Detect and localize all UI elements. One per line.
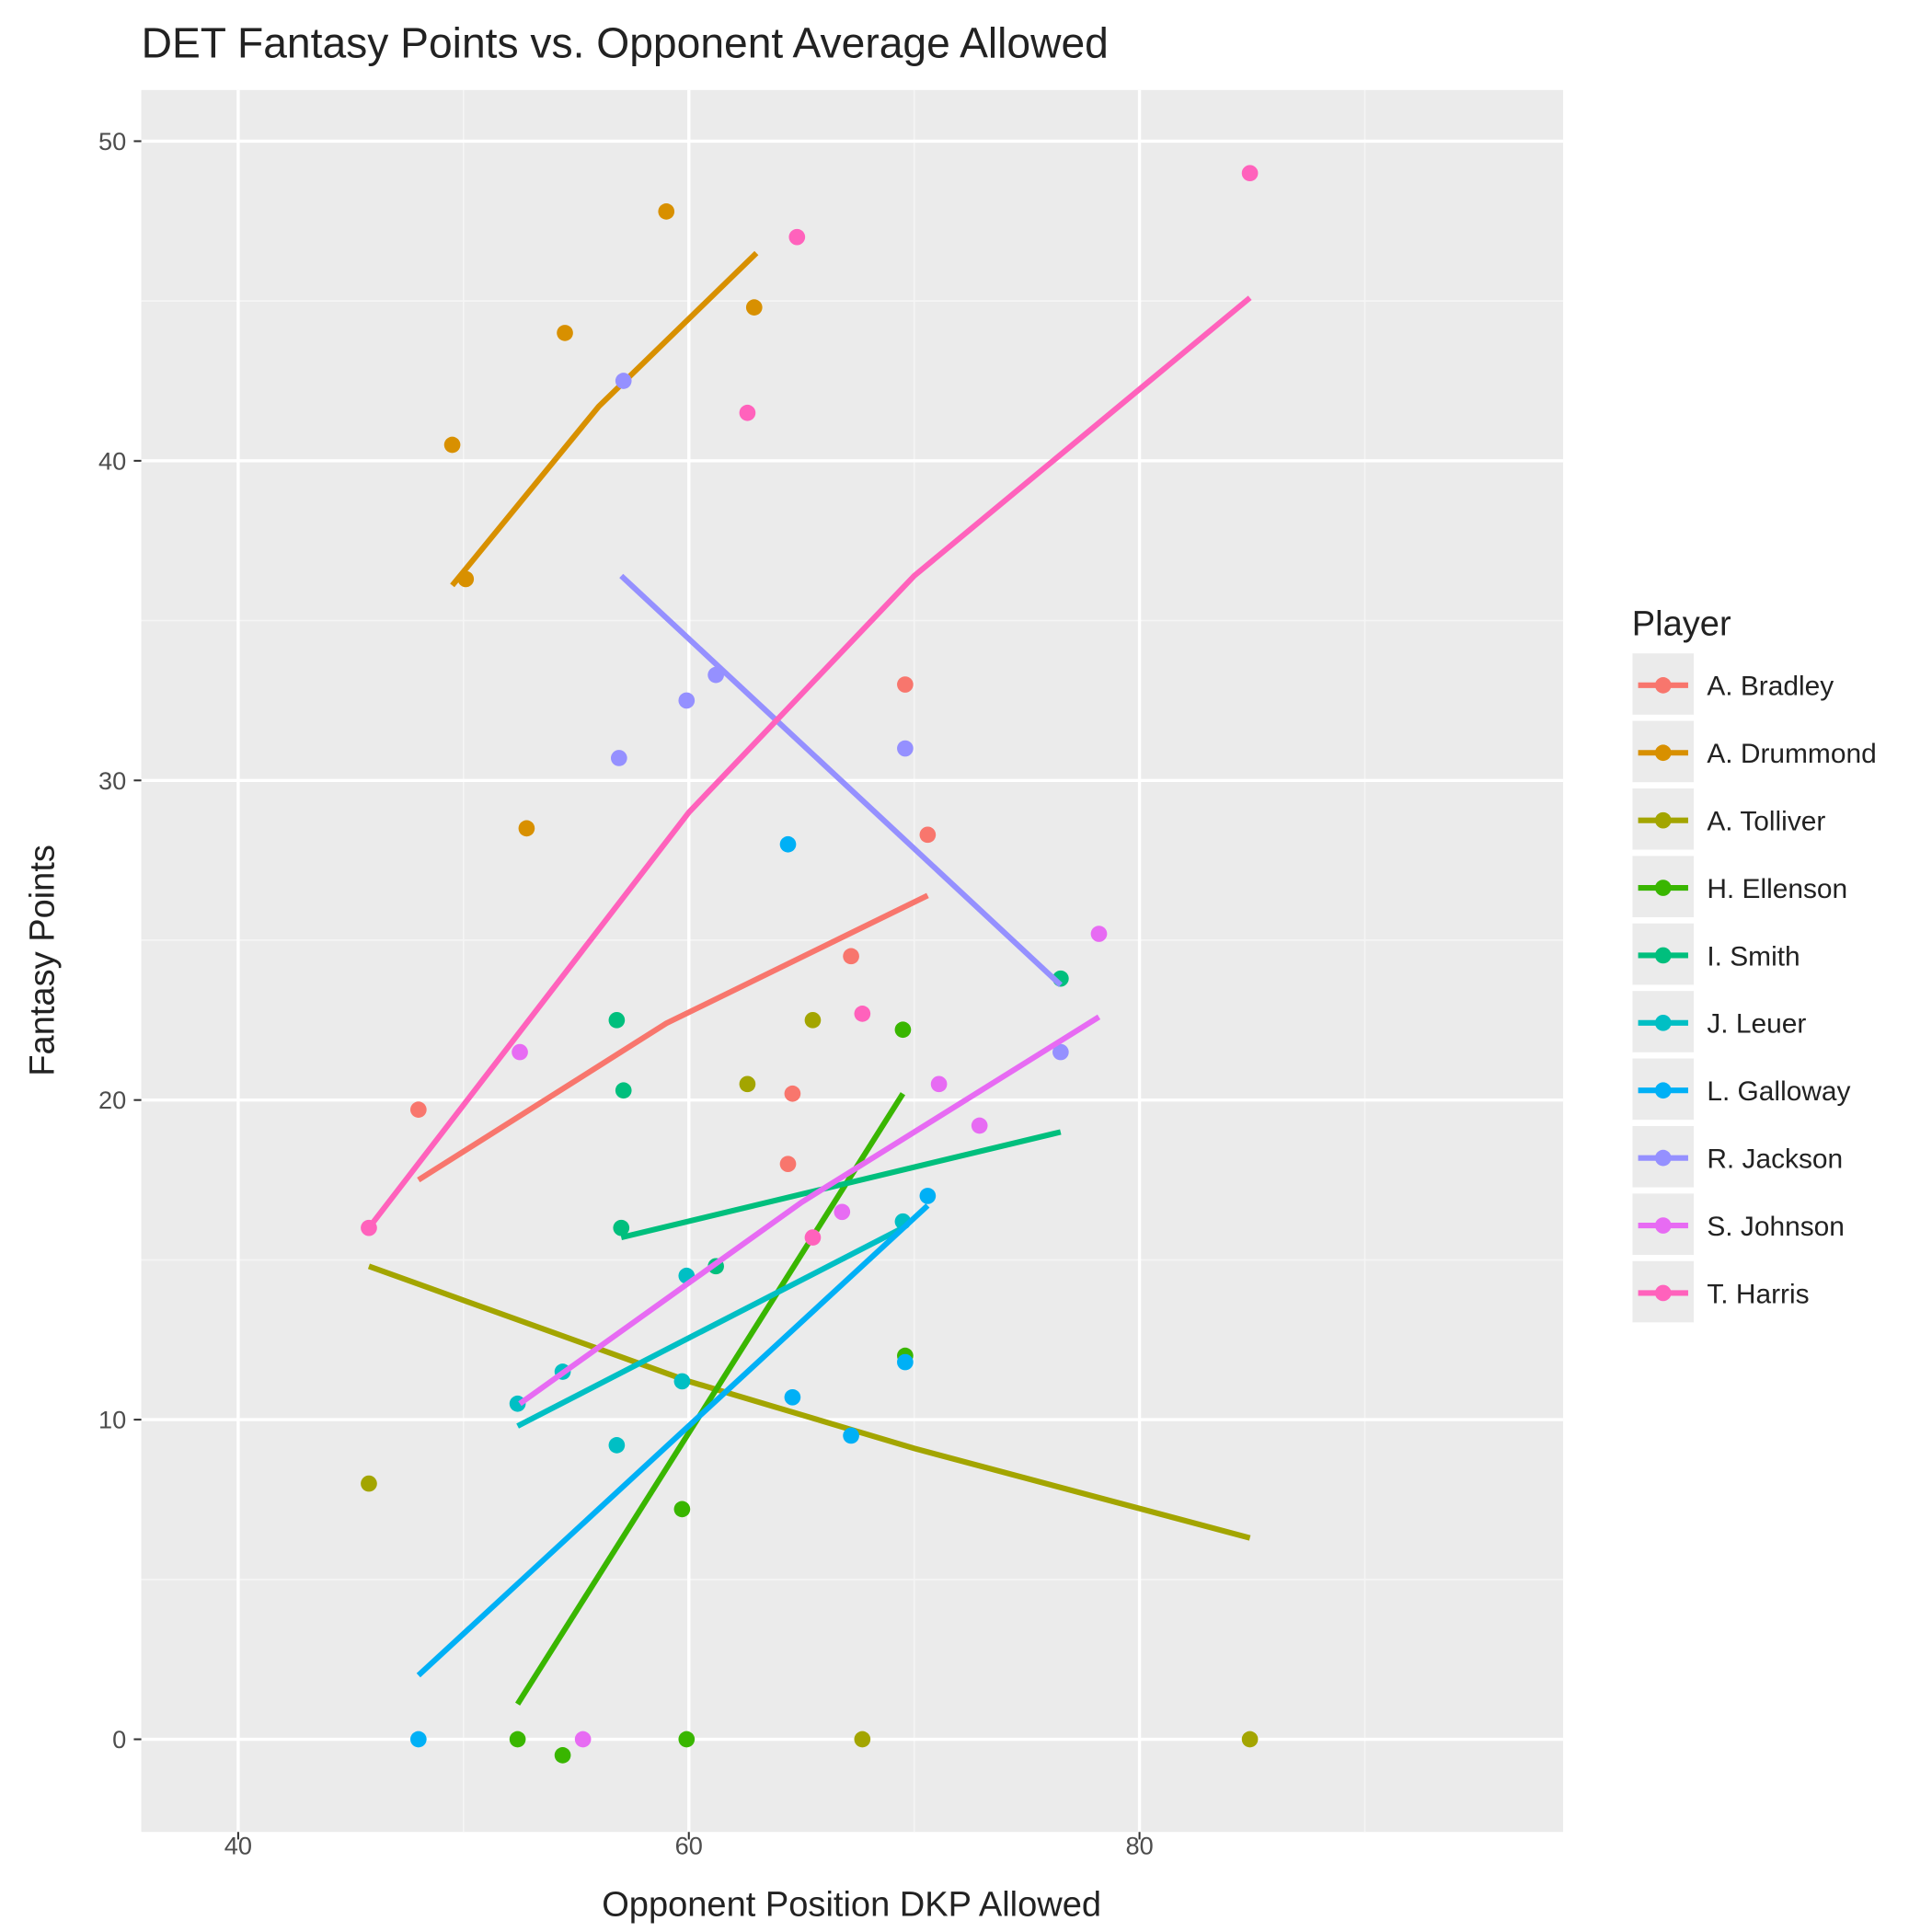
point [804,1229,822,1246]
legend-label: A. Bradley [1707,672,1834,702]
point [608,1011,626,1029]
point [804,1011,822,1029]
point [608,1437,626,1454]
fit-line [619,573,1063,987]
point [834,1203,851,1221]
point [739,404,756,421]
point [894,1021,912,1039]
point [854,1006,871,1022]
y-tick-label: 10 [98,1406,126,1434]
point [897,740,914,757]
fit-line [450,250,759,588]
legend-point [1654,1082,1672,1099]
point [361,1219,377,1236]
legend-point [1654,744,1672,762]
point [410,1731,427,1748]
point [784,1085,801,1102]
point [678,1731,696,1748]
legend-title: Player [1632,604,1731,643]
point [673,1501,691,1518]
point [512,1043,528,1061]
point [971,1117,988,1134]
point [518,820,535,837]
point [1052,1043,1069,1061]
point [615,373,632,389]
point [658,203,675,220]
point [919,1188,937,1204]
legend-label: A. Drummond [1707,739,1876,769]
point [745,299,763,316]
point [1241,1731,1259,1748]
fit-line [515,1092,906,1706]
legend-label: R. Jackson [1707,1144,1843,1175]
y-tick-label: 30 [98,766,126,795]
legend-point [1654,1149,1672,1167]
point [673,1373,691,1390]
point [707,666,724,684]
legend-label: T. Harris [1707,1279,1809,1309]
point [788,228,806,246]
point [897,1353,914,1371]
y-axis-title: Fantasy Points [23,845,62,1076]
point [509,1731,526,1748]
fit-line [518,1014,1101,1407]
point [930,1075,948,1093]
point [843,1427,859,1444]
point [739,1075,756,1093]
point [457,570,475,588]
y-tick-label: 40 [98,446,126,475]
fit-line [620,1129,1062,1241]
point [574,1731,592,1748]
fit-line [367,1263,1251,1541]
legend-label: J. Leuer [1707,1009,1806,1040]
point [678,692,696,709]
point [1241,165,1259,182]
point [843,948,859,965]
point [613,1219,630,1236]
point [919,826,937,844]
point [443,436,461,454]
legend-point [1654,1217,1672,1234]
point [1090,926,1108,942]
fit-line [417,892,929,1183]
legend-point [1654,811,1672,829]
legend-point [1654,1015,1672,1031]
point [897,676,914,693]
legend-label: H. Ellenson [1707,874,1847,904]
point [610,750,627,766]
legend-label: S. Johnson [1707,1212,1845,1242]
legend-label: I. Smith [1707,941,1800,972]
legend-point [1654,880,1672,896]
x-tick-label: 40 [224,1832,252,1860]
point [854,1731,871,1748]
point [410,1101,427,1118]
point [779,1156,797,1173]
legend-point [1654,947,1672,964]
point [554,1747,571,1764]
chart-title: DET Fantasy Points vs. Opponent Average … [142,19,1109,67]
point [784,1388,801,1406]
legend-label: A. Tolliver [1707,807,1825,837]
point [361,1475,377,1492]
x-tick-label: 60 [675,1832,703,1860]
x-tick-label: 80 [1125,1832,1153,1860]
point [557,325,573,341]
fit-line [416,1203,930,1678]
y-tick-label: 0 [112,1725,126,1754]
fit-line [366,295,1252,1230]
y-tick-label: 20 [98,1086,126,1114]
point [615,1082,632,1099]
legend-point [1654,1284,1672,1302]
fit-line [516,1225,904,1429]
point [779,835,797,853]
legend-label: L. Galloway [1707,1076,1850,1107]
legend-point [1654,677,1672,694]
y-tick-label: 50 [98,127,126,155]
x-axis-title: Opponent Position DKP Allowed [602,1885,1101,1924]
